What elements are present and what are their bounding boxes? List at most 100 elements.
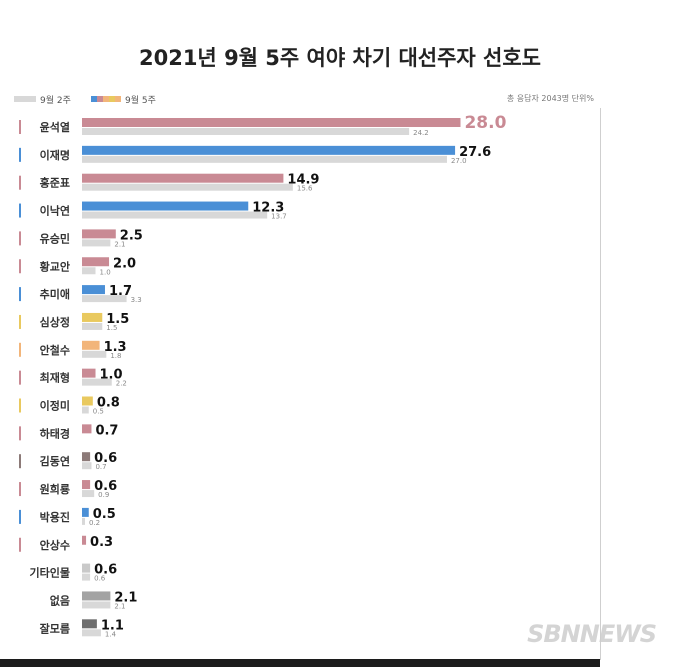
category-label: 유승민 bbox=[40, 231, 70, 245]
data-label-previous: 13.7 bbox=[271, 213, 287, 221]
category-label: 기타인물 bbox=[30, 566, 70, 580]
data-label-previous: 0.6 bbox=[94, 575, 106, 583]
data-label-previous: 0.7 bbox=[95, 463, 106, 471]
bar-current bbox=[82, 257, 110, 267]
bar-current bbox=[82, 396, 93, 406]
bar-previous bbox=[82, 490, 95, 498]
category-label: 이재명 bbox=[40, 148, 70, 162]
respondent-note: 총 응답자 2043명 단위% bbox=[506, 94, 594, 103]
bar-previous bbox=[82, 573, 91, 581]
data-label-previous: 0.9 bbox=[98, 491, 109, 499]
category-marker bbox=[19, 231, 21, 246]
data-label-current: 1.3 bbox=[104, 340, 127, 355]
category-label: 박용진 bbox=[40, 510, 70, 524]
category-label: 하태경 bbox=[40, 426, 70, 440]
category-marker bbox=[19, 426, 21, 441]
data-label-previous: 2.1 bbox=[114, 240, 125, 248]
bar-previous bbox=[82, 517, 85, 525]
category-label: 윤석열 bbox=[40, 120, 70, 134]
category-marker bbox=[19, 203, 21, 218]
bar-previous bbox=[82, 629, 101, 637]
bar-current bbox=[82, 480, 91, 490]
data-label-previous: 2.2 bbox=[116, 380, 127, 388]
bar-previous bbox=[82, 267, 96, 275]
data-label-current: 0.8 bbox=[97, 396, 120, 411]
data-label-current: 27.6 bbox=[459, 145, 491, 160]
category-marker bbox=[19, 342, 21, 357]
category-marker bbox=[19, 398, 21, 413]
category-label: 최재형 bbox=[40, 371, 70, 385]
category-label: 이정미 bbox=[40, 399, 70, 413]
data-label-previous: 1.0 bbox=[100, 268, 111, 276]
right-divider bbox=[600, 108, 601, 660]
data-label-current: 1.1 bbox=[101, 618, 124, 633]
category-marker bbox=[19, 370, 21, 385]
bar-current bbox=[82, 118, 461, 127]
category-label: 홍준표 bbox=[40, 176, 70, 190]
data-label-previous: 1.5 bbox=[106, 324, 117, 332]
bar-current bbox=[82, 535, 87, 545]
category-label: 황교안 bbox=[40, 259, 70, 273]
bar-current bbox=[82, 563, 91, 573]
category-marker bbox=[19, 259, 21, 274]
watermark-text: SBNNEWS bbox=[527, 620, 657, 648]
bar-previous bbox=[82, 406, 89, 414]
bar-previous bbox=[82, 322, 103, 330]
bar-current bbox=[82, 229, 116, 239]
bar-current bbox=[82, 173, 284, 183]
bar-current bbox=[82, 507, 89, 517]
data-label-previous: 3.3 bbox=[131, 296, 142, 304]
category-marker bbox=[19, 509, 21, 524]
bar-current bbox=[82, 424, 92, 434]
data-label-current: 0.6 bbox=[94, 479, 117, 494]
data-label-current: 0.3 bbox=[90, 535, 113, 550]
bar-previous bbox=[82, 155, 447, 163]
category-label: 안철수 bbox=[40, 343, 70, 357]
legend-current-label: 9월 5주 bbox=[125, 96, 156, 106]
bar-current bbox=[82, 340, 100, 350]
bar-previous bbox=[82, 211, 268, 219]
legend-previous-swatch bbox=[14, 96, 36, 102]
bar-previous bbox=[82, 239, 111, 247]
category-marker bbox=[19, 482, 21, 497]
data-label-current: 0.5 bbox=[93, 507, 116, 522]
data-label-previous: 0.2 bbox=[89, 519, 100, 527]
bar-previous bbox=[82, 128, 410, 135]
bar-previous bbox=[82, 183, 293, 191]
bar-current bbox=[82, 201, 249, 211]
data-label-previous: 2.1 bbox=[114, 602, 125, 610]
data-label-current: 0.6 bbox=[94, 451, 117, 466]
data-label-current: 2.0 bbox=[113, 256, 136, 271]
category-marker bbox=[19, 147, 21, 162]
bar-current bbox=[82, 452, 91, 462]
data-label-previous: 27.0 bbox=[451, 157, 467, 165]
chart-title: 2021년 9월 5주 여야 차기 대선주자 선호도 bbox=[138, 46, 542, 70]
category-marker bbox=[19, 175, 21, 190]
bar-previous bbox=[82, 295, 127, 303]
data-label-current: 2.1 bbox=[114, 590, 137, 605]
bar-current bbox=[82, 591, 111, 601]
data-label-previous: 15.6 bbox=[297, 185, 313, 193]
bar-current bbox=[82, 145, 456, 155]
data-label-current: 14.9 bbox=[287, 173, 319, 188]
category-label: 원희룡 bbox=[40, 482, 70, 496]
bar-previous bbox=[82, 350, 107, 358]
category-label: 없음 bbox=[50, 594, 70, 607]
data-label-current: 0.7 bbox=[95, 423, 118, 438]
data-label-previous: 1.4 bbox=[105, 630, 117, 638]
category-label: 잘모름 bbox=[40, 622, 70, 635]
category-label: 이낙연 bbox=[40, 204, 70, 218]
data-label-current: 2.5 bbox=[120, 228, 143, 243]
bar-previous bbox=[82, 462, 92, 470]
category-marker bbox=[19, 454, 21, 469]
category-label: 심상정 bbox=[40, 315, 70, 329]
category-marker bbox=[19, 314, 21, 329]
legend: 9월 2주 9월 5주 총 응답자 2043명 단위% bbox=[14, 92, 594, 106]
data-label-current: 28.0 bbox=[464, 113, 506, 133]
legend-previous-label: 9월 2주 bbox=[40, 96, 71, 106]
category-marker bbox=[19, 287, 21, 302]
bar-current bbox=[82, 619, 97, 629]
data-label-current: 1.5 bbox=[106, 312, 129, 327]
data-label-previous: 1.8 bbox=[110, 352, 121, 360]
